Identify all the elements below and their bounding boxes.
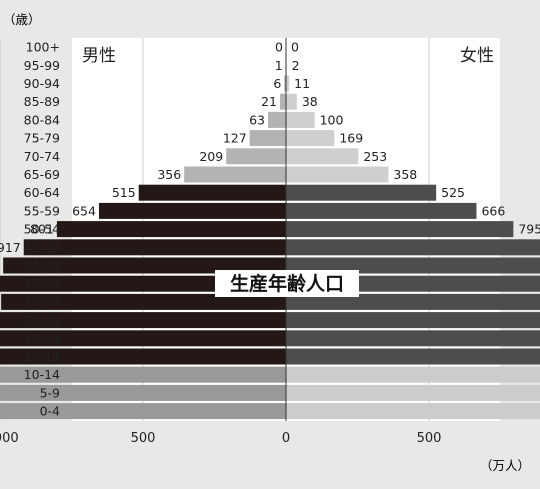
bar-female <box>286 312 540 329</box>
male-value-label: 654 <box>72 203 96 218</box>
y-unit-label: （歳） <box>3 12 41 27</box>
female-value-label: 38 <box>302 94 318 109</box>
age-tick-label: 80-84 <box>24 112 60 127</box>
male-value-label: 356 <box>157 167 181 182</box>
bar-male <box>0 348 286 365</box>
legend-male: 男性 <box>82 46 116 66</box>
legend-female: 女性 <box>460 46 494 66</box>
bar-female <box>286 293 540 310</box>
bar-male <box>23 239 286 256</box>
bar-female <box>286 221 514 238</box>
female-value-label: 795 <box>518 222 540 237</box>
age-tick-label: 30-34 <box>24 294 60 309</box>
age-tick-label: 50-54 <box>24 222 60 237</box>
bar-male <box>0 330 287 347</box>
bar-female <box>286 184 437 201</box>
bar-male <box>226 148 286 165</box>
male-value-label: 127 <box>223 131 247 146</box>
bar-male <box>0 366 286 383</box>
female-value-label: 100 <box>320 112 344 127</box>
x-unit-label: （万人） <box>480 458 530 473</box>
x-tick-label: 500 <box>417 431 442 446</box>
age-tick-label: 20-24 <box>24 331 60 346</box>
bar-male <box>0 403 286 420</box>
bar-male <box>138 184 286 201</box>
bar-male <box>279 93 286 110</box>
age-tick-label: 75-79 <box>24 131 60 146</box>
age-tick-label: 45-49 <box>24 240 60 255</box>
bar-female <box>286 403 540 420</box>
age-tick-label: 95-99 <box>24 58 60 73</box>
age-tick-label: 40-44 <box>24 258 60 273</box>
age-tick-label: 0-4 <box>40 404 60 419</box>
female-value-label: 253 <box>363 149 387 164</box>
bar-male <box>184 166 286 183</box>
x-tick-label: 0 <box>282 431 290 446</box>
female-value-label: 666 <box>481 203 505 218</box>
bar-female <box>286 148 359 165</box>
bar-male <box>267 111 286 128</box>
age-tick-label: 90-94 <box>24 76 60 91</box>
female-value-label: 2 <box>292 58 300 73</box>
bar-male <box>56 221 286 238</box>
age-tick-label: 65-69 <box>24 167 60 182</box>
male-value-label: 917 <box>0 240 21 255</box>
bar-female <box>286 202 477 219</box>
age-tick-label: 60-64 <box>24 185 60 200</box>
age-tick-label: 35-39 <box>24 276 60 291</box>
bar-female <box>286 75 290 92</box>
age-tick-label: 25-29 <box>24 313 60 328</box>
age-tick-label: 15-19 <box>24 349 60 364</box>
age-tick-label: 70-74 <box>24 149 60 164</box>
male-value-label: 63 <box>249 112 265 127</box>
axes: 1,5001,00050005001,0001,500100+95-9990-9… <box>0 38 442 446</box>
age-tick-label: 100+ <box>26 40 60 55</box>
bars <box>0 57 540 420</box>
bar-female <box>286 257 540 274</box>
bar-male <box>284 75 286 92</box>
bar-female <box>286 166 389 183</box>
age-tick-label: 5-9 <box>40 385 60 400</box>
bar-female <box>286 330 540 347</box>
bar-female <box>286 366 540 383</box>
bar-male <box>0 275 286 292</box>
bar-male <box>0 312 286 329</box>
female-value-label: 0 <box>291 40 299 55</box>
male-value-label: 1 <box>275 58 283 73</box>
age-tick-label: 85-89 <box>24 94 60 109</box>
age-tick-label: 55-59 <box>24 203 60 218</box>
bar-male <box>3 257 287 274</box>
bar-female <box>286 348 540 365</box>
bar-male <box>1 293 286 310</box>
working-age-label: 生産年齢人口 <box>230 272 344 295</box>
female-value-label: 525 <box>441 185 465 200</box>
male-value-label: 21 <box>261 94 277 109</box>
male-value-label: 0 <box>275 40 283 55</box>
bar-female <box>286 93 297 110</box>
age-tick-label: 10-14 <box>24 367 60 382</box>
female-value-label: 358 <box>393 167 417 182</box>
bar-female <box>286 130 335 147</box>
x-tick-label: 1,000 <box>0 431 19 446</box>
female-value-label: 169 <box>339 131 363 146</box>
working-age-label-box <box>215 270 359 297</box>
bar-female <box>286 239 540 256</box>
bar-male <box>98 202 287 219</box>
male-value-label: 515 <box>112 185 136 200</box>
male-value-label: 801 <box>30 222 54 237</box>
male-value-label: 6 <box>273 76 281 91</box>
bar-male <box>249 130 286 147</box>
x-tick-label: 500 <box>131 431 156 446</box>
bar-female <box>286 111 315 128</box>
female-value-label: 11 <box>294 76 310 91</box>
bar-male <box>0 384 286 401</box>
male-value-label: 209 <box>199 149 223 164</box>
bar-female <box>286 384 540 401</box>
